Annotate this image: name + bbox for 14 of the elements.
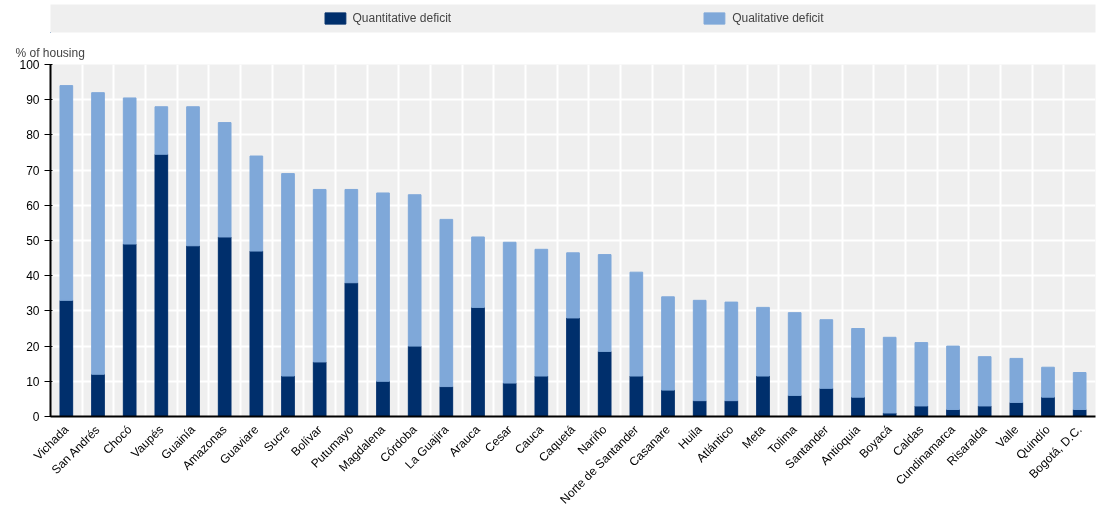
y-axis-title: % of housing [15,45,85,60]
y-tick-label: 80 [26,128,40,143]
legend-label: Qualitative deficit [732,11,824,25]
y-tick-label: 50 [26,234,40,248]
y-tick-label: 40 [26,269,40,284]
y-tick-label: 70 [26,163,40,178]
y-tick-label: 20 [26,339,40,354]
y-tick-label: 0 [32,410,40,424]
y-tick-label: 60 [26,198,40,213]
y-tick-label: 30 [26,304,40,319]
y-tick-label: 10 [26,374,40,389]
y-tick-label: 90 [26,93,40,108]
y-tick-label: 100 [19,58,40,72]
legend-label: Quantitative deficit [352,11,452,25]
